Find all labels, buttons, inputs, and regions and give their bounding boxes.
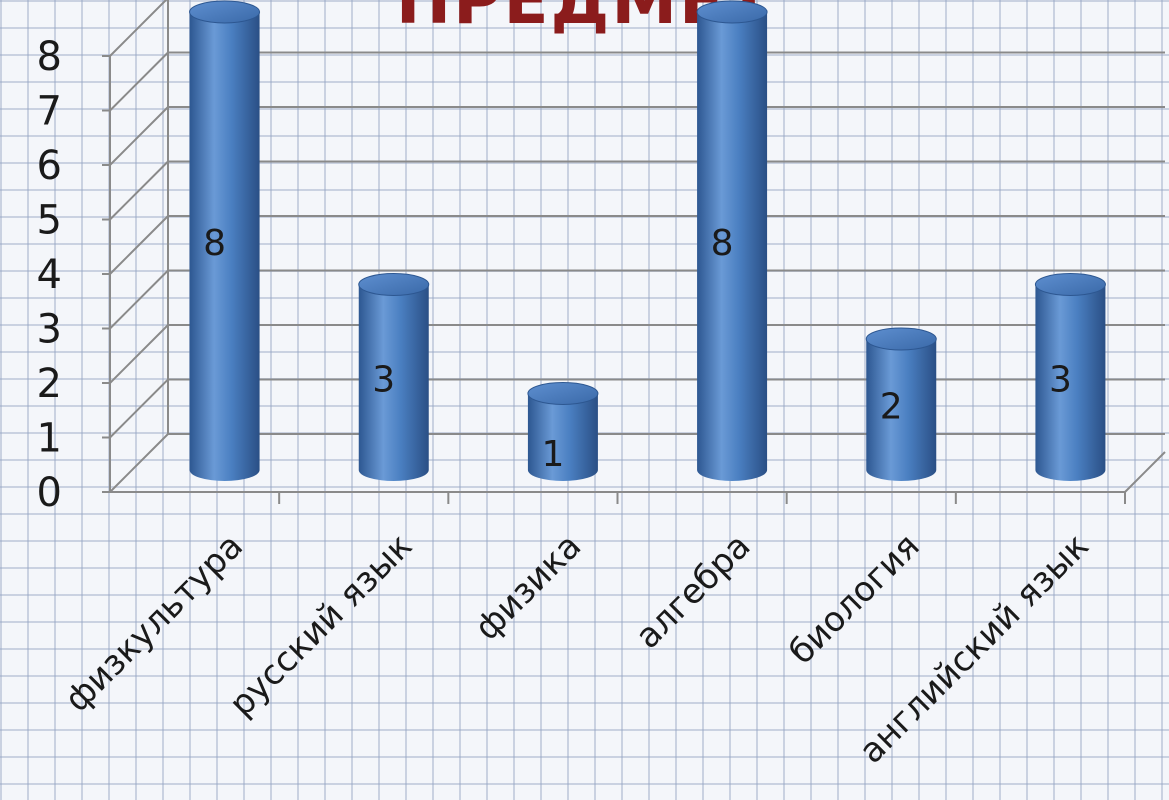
y-tick-label: 4 <box>37 252 62 298</box>
x-tick-label: физика <box>467 526 589 648</box>
gridline-side-2 <box>109 324 169 384</box>
data-label: 1 <box>541 434 564 475</box>
bar-body <box>358 284 429 482</box>
bar <box>358 273 430 482</box>
gridline-side-4 <box>109 215 169 275</box>
y-tick-label: 6 <box>37 143 62 189</box>
chart-grid <box>109 0 1165 493</box>
data-label: 2 <box>880 387 903 428</box>
gridline-side-1 <box>109 378 169 439</box>
y-tick-label: 1 <box>37 416 62 462</box>
bar-top <box>527 382 599 405</box>
data-label: 8 <box>203 223 226 264</box>
x-tick-label: биология <box>781 526 927 672</box>
bar-top <box>865 327 937 351</box>
gridline-side-8 <box>109 0 168 57</box>
y-tick-label: 3 <box>37 307 62 353</box>
x-tick-label: алгебра <box>628 526 759 657</box>
chart-axes <box>102 55 1166 504</box>
bar-body <box>527 393 598 482</box>
floor-right-edge <box>1124 451 1166 493</box>
y-tick-label: 5 <box>37 198 62 244</box>
bar <box>527 382 599 482</box>
bar-top <box>1034 273 1106 296</box>
bar-body <box>1035 284 1106 482</box>
gridline-side-0 <box>109 433 169 493</box>
data-label: 8 <box>711 223 734 264</box>
data-label: 3 <box>372 359 395 400</box>
bar-body <box>189 12 260 482</box>
bar <box>865 327 937 482</box>
gridline-side-6 <box>109 106 169 166</box>
x-tick-label: русский язык <box>222 526 420 724</box>
bar-top <box>358 273 430 296</box>
data-label: 3 <box>1049 359 1072 400</box>
bar-top <box>189 0 261 24</box>
gridline-side-5 <box>109 160 169 221</box>
y-tick-label: 7 <box>37 89 62 135</box>
y-tick-label: 0 <box>37 470 62 516</box>
bar-body <box>697 12 768 482</box>
y-tick-label: 2 <box>37 361 62 407</box>
bar <box>189 0 261 482</box>
bar <box>696 0 768 482</box>
y-tick-label: 8 <box>37 34 62 80</box>
chart-bars <box>189 0 1106 482</box>
gridline-side-3 <box>109 269 169 330</box>
bar-top <box>696 0 768 24</box>
bar <box>1034 273 1106 482</box>
bar-body <box>866 339 937 482</box>
x-tick-label: физкультура <box>57 526 251 720</box>
gridline-side-7 <box>109 51 169 112</box>
